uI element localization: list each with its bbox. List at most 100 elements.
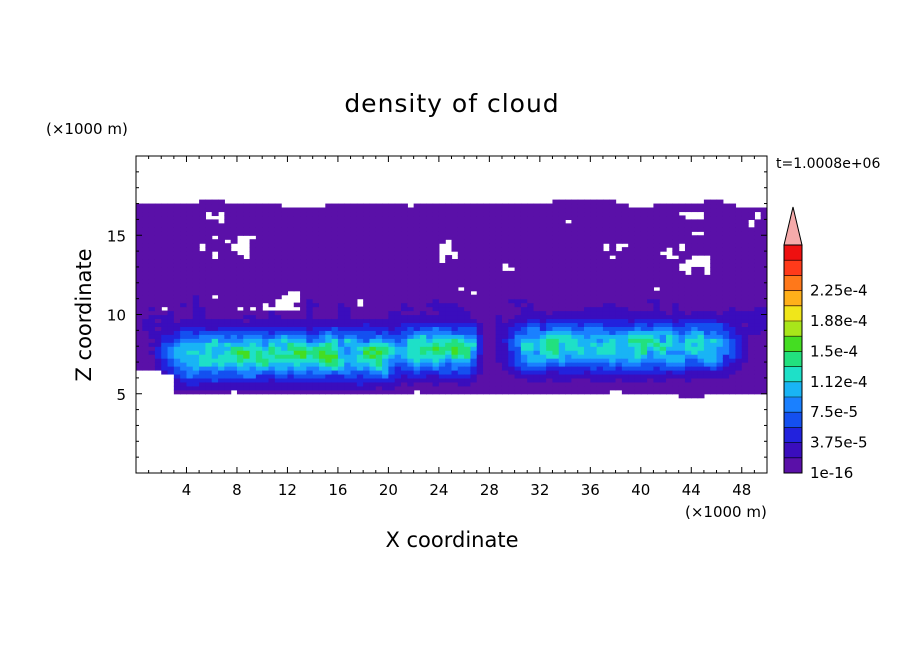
density-cell (609, 278, 617, 284)
density-cell (230, 215, 238, 220)
density-cell (464, 259, 472, 264)
density-cell (382, 318, 389, 324)
density-cell (584, 239, 591, 244)
density-cell (520, 290, 528, 296)
density-cell (268, 215, 276, 220)
density-cell (647, 322, 655, 327)
density-cell (558, 270, 566, 276)
density-cell (369, 369, 377, 375)
density-cell (281, 219, 289, 224)
density-cell (199, 203, 207, 209)
density-cell (703, 362, 711, 367)
density-cell (464, 255, 472, 260)
density-cell (236, 354, 244, 359)
density-cell (634, 290, 642, 296)
density-cell (413, 302, 421, 308)
density-cell (230, 358, 238, 363)
density-cell (344, 330, 352, 335)
density-cell (218, 270, 225, 276)
density-cell (716, 243, 724, 248)
density-cell (634, 306, 642, 312)
density-cell (148, 298, 156, 304)
density-cell (754, 366, 762, 371)
density-cell (571, 346, 579, 351)
density-cell (375, 270, 383, 276)
density-cell (199, 306, 207, 312)
density-cell (344, 302, 352, 308)
density-cell (375, 251, 383, 256)
density-cell (729, 334, 737, 339)
density-cell (154, 239, 162, 244)
density-cell (356, 306, 364, 312)
density-cell (710, 318, 718, 324)
density-cell (236, 207, 244, 213)
density-cell (735, 362, 743, 367)
density-cell (558, 207, 566, 213)
density-cell (300, 227, 307, 232)
density-cell (438, 286, 446, 292)
density-cell (703, 239, 711, 244)
density-cell (590, 286, 598, 292)
density-cell (628, 274, 636, 280)
density-cell (173, 207, 181, 213)
density-cell (501, 338, 509, 343)
density-cell (312, 215, 320, 220)
density-cell (508, 354, 516, 359)
density-cell (520, 255, 528, 260)
density-cell (432, 373, 440, 379)
density-cell (684, 358, 692, 363)
density-cell (136, 350, 143, 355)
density-cell (293, 377, 301, 383)
density-cell (318, 251, 326, 256)
density-cell (192, 334, 200, 339)
density-cell (741, 207, 749, 213)
density-cell (394, 211, 402, 217)
density-cell (678, 207, 686, 213)
density-cell (697, 274, 705, 280)
density-cell (438, 223, 446, 228)
density-cell (369, 338, 377, 343)
density-cell (407, 270, 415, 276)
density-cell (678, 350, 686, 355)
density-cell (180, 274, 188, 280)
density-cell (647, 235, 655, 240)
density-cell (464, 385, 472, 391)
density-cell (678, 369, 686, 375)
density-cell (274, 278, 282, 284)
density-cell (501, 239, 509, 244)
density-cell (684, 369, 692, 375)
density-cell (520, 235, 528, 240)
density-cell (293, 223, 301, 228)
density-cell (451, 369, 459, 375)
density-cell (300, 366, 307, 371)
density-cell (470, 266, 478, 272)
density-cell (483, 314, 490, 320)
density-cell (520, 346, 528, 351)
density-cell (199, 286, 207, 292)
density-cell (318, 314, 326, 320)
density-cell (306, 239, 314, 244)
density-cell (363, 203, 371, 209)
density-cell (318, 286, 326, 292)
density-cell (495, 373, 503, 379)
density-cell (489, 322, 497, 327)
density-cell (363, 270, 371, 276)
density-cell (268, 354, 276, 359)
density-cell (211, 259, 219, 264)
density-cell (274, 231, 282, 236)
density-cell (325, 286, 333, 292)
density-cell (678, 373, 686, 379)
density-cell (173, 274, 181, 280)
density-cell (722, 259, 730, 264)
density-cell (218, 322, 225, 327)
density-cell (211, 358, 219, 363)
density-cell (722, 207, 730, 213)
density-cell (224, 362, 232, 367)
colorbar-label: 1.5e-4 (810, 342, 858, 360)
density-cell (136, 215, 143, 220)
density-cell (602, 346, 610, 351)
density-cell (287, 235, 295, 240)
density-cell (501, 326, 509, 331)
density-cell (527, 239, 535, 244)
density-cell (710, 203, 718, 209)
